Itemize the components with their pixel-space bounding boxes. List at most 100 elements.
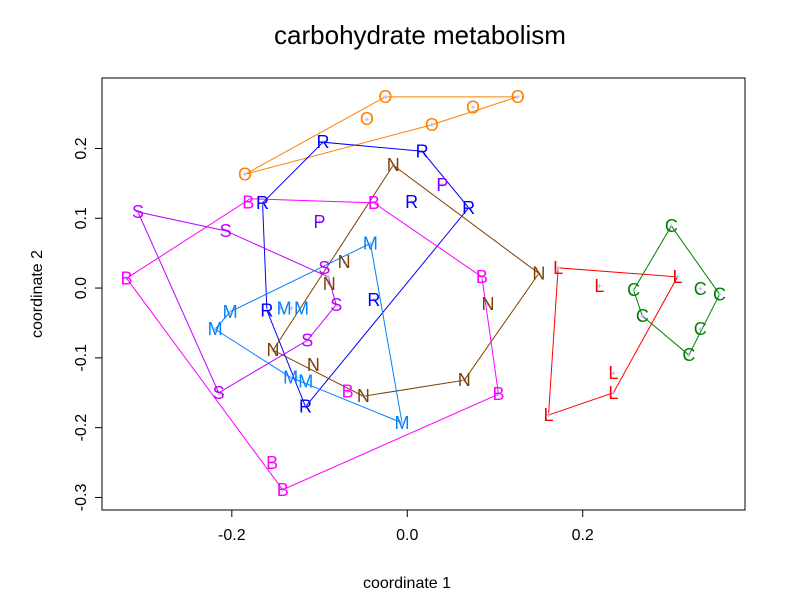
point-marker [536, 271, 541, 276]
point-S: S [301, 330, 313, 350]
point-L: L [543, 405, 553, 425]
point-marker [248, 196, 253, 201]
point-marker [611, 371, 616, 376]
point-marker [345, 389, 350, 394]
point-marker [342, 260, 347, 265]
point-N: N [481, 294, 494, 314]
point-marker [515, 94, 520, 99]
y-axis-label: coordinate 2 [29, 250, 46, 338]
point-marker [368, 241, 373, 246]
point-marker [556, 265, 561, 270]
point-marker [280, 487, 285, 492]
y-tick-label: -0.2 [73, 414, 90, 442]
point-B: B [476, 267, 488, 287]
point-marker [371, 297, 376, 302]
point-O: O [360, 109, 374, 129]
point-marker [228, 309, 233, 314]
point-O: O [425, 115, 439, 135]
point-O: O [511, 87, 525, 107]
plot-frame [101, 77, 746, 511]
point-N: N [532, 263, 545, 283]
point-marker [466, 205, 471, 210]
point-P: P [436, 175, 448, 195]
point-marker [216, 390, 221, 395]
point-marker [242, 172, 247, 177]
point-marker [485, 302, 490, 307]
point-C: C [627, 280, 640, 300]
y-tick-label: 0.2 [73, 137, 90, 159]
point-S: S [330, 295, 342, 315]
point-L: L [553, 258, 563, 278]
point-N: N [307, 355, 320, 375]
point-N: N [387, 155, 400, 175]
point-marker [400, 420, 405, 425]
point-R: R [367, 290, 380, 310]
point-marker [391, 163, 396, 168]
point-N: N [357, 386, 370, 406]
y-tick-label: 0.0 [73, 277, 90, 299]
point-R: R [405, 192, 418, 212]
point-C: C [682, 345, 695, 365]
hull-C [633, 225, 721, 356]
point-N: N [267, 340, 280, 360]
point-marker [364, 117, 369, 122]
point-M: M [298, 371, 313, 391]
point-marker [289, 306, 294, 311]
point-marker [383, 94, 388, 99]
point-C: C [694, 319, 707, 339]
point-marker [717, 292, 722, 297]
point-marker [669, 223, 674, 228]
point-marker [326, 274, 331, 279]
point-S: S [132, 202, 144, 222]
point-marker [317, 219, 322, 224]
x-tick-label: -0.2 [218, 527, 246, 544]
point-O: O [378, 87, 392, 107]
point-M: M [223, 302, 238, 322]
point-marker [631, 288, 636, 293]
point-marker [698, 286, 703, 291]
point-marker [496, 392, 501, 397]
y-tick-label: -0.3 [73, 484, 90, 512]
y-tick-label: -0.1 [73, 344, 90, 372]
point-R: R [462, 198, 475, 218]
point-marker [213, 327, 218, 332]
point-L: L [594, 276, 604, 296]
point-S: S [220, 221, 232, 241]
point-marker [440, 182, 445, 187]
point-M: M [277, 298, 292, 318]
point-B: B [492, 384, 504, 404]
point-marker [597, 283, 602, 288]
point-marker [471, 105, 476, 110]
point-marker [311, 362, 316, 367]
point-marker [135, 209, 140, 214]
point-marker [303, 404, 308, 409]
point-S: S [318, 258, 330, 278]
point-B: B [277, 480, 289, 500]
point-B: B [342, 381, 354, 401]
point-M: M [363, 233, 378, 253]
point-marker [420, 149, 425, 154]
x-tick-label: 0.2 [572, 527, 594, 544]
point-marker [124, 276, 129, 281]
point-R: R [416, 141, 429, 161]
point-N: N [323, 274, 336, 294]
point-marker [270, 461, 275, 466]
point-marker [409, 200, 414, 205]
point-N: N [458, 370, 471, 390]
point-B: B [242, 193, 254, 213]
point-marker [334, 302, 339, 307]
x-axis-label: coordinate 1 [363, 575, 451, 592]
point-R: R [299, 397, 312, 417]
point-M: M [208, 319, 223, 339]
point-C: C [713, 284, 726, 304]
point-marker [479, 274, 484, 279]
point-B: B [121, 268, 133, 288]
point-L: L [608, 383, 618, 403]
point-N: N [338, 252, 351, 272]
chart-title: carbohydrate metabolism [274, 20, 566, 50]
point-marker [305, 338, 310, 343]
point-M: M [294, 298, 309, 318]
point-C: C [636, 306, 649, 326]
